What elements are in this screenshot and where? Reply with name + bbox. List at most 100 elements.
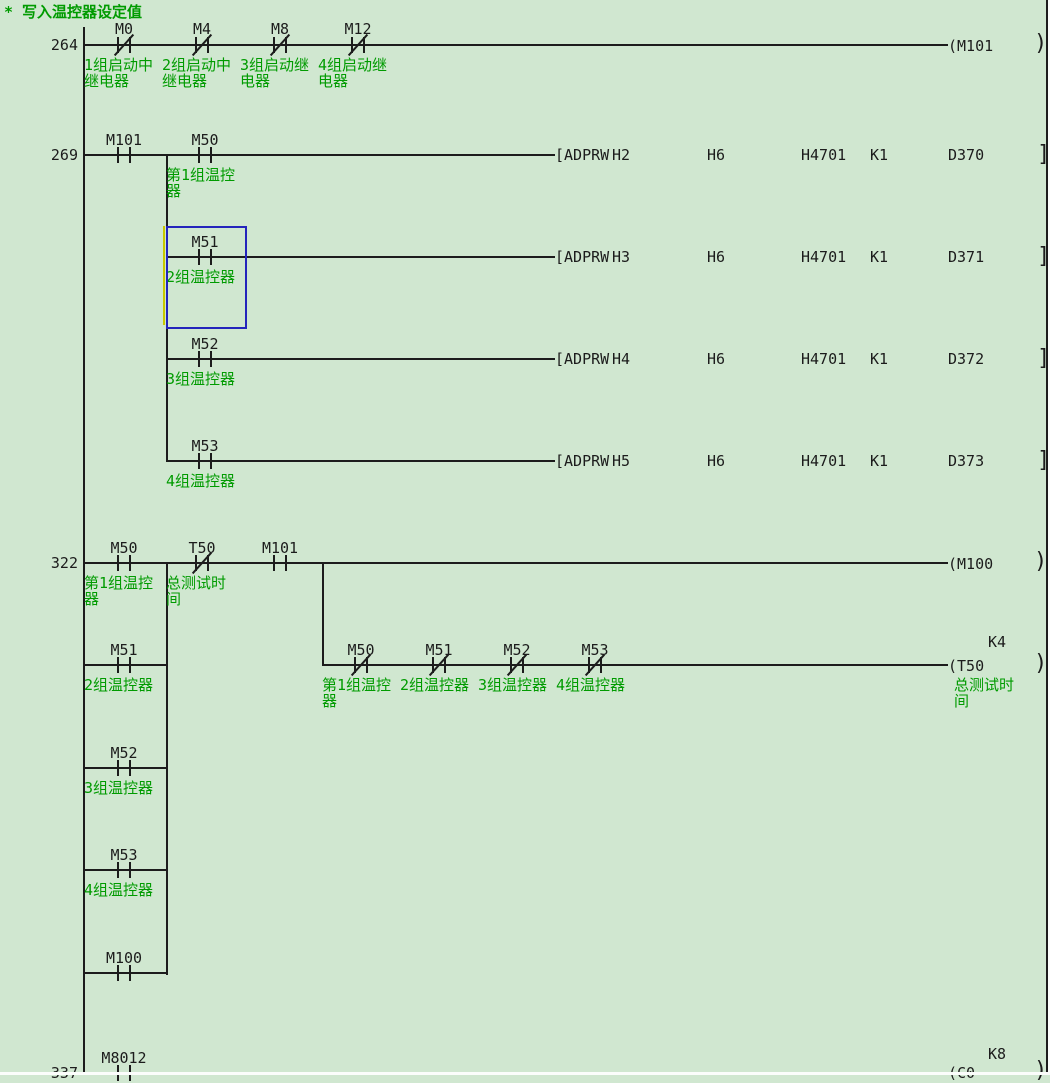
instruction-operand[interactable]: H3 <box>612 248 631 266</box>
coil-close-paren: ) <box>1034 31 1048 56</box>
contact-M100-no[interactable] <box>111 965 137 981</box>
device-comment: 2组启动中继电器 <box>162 56 232 90</box>
contact-M0-nc[interactable] <box>111 33 137 57</box>
step-number: 264 <box>50 36 78 54</box>
instruction-operand[interactable]: H4701 <box>801 350 847 368</box>
contact-M51-nc[interactable] <box>426 653 452 677</box>
contact-bar <box>207 37 209 53</box>
device-comment: 3组温控器 <box>84 779 154 797</box>
step-number: 322 <box>50 554 78 572</box>
contact-bar <box>210 351 212 367</box>
contact-M52-nc[interactable] <box>504 653 530 677</box>
contact-M53-no[interactable] <box>111 862 137 878</box>
instruction-operand[interactable]: D370 <box>948 146 985 164</box>
contact-T50-nc[interactable] <box>189 551 215 575</box>
device-comment: 第1组温控器 <box>166 166 236 200</box>
device-label: M4 <box>192 20 212 38</box>
instruction-operand[interactable]: K1 <box>870 452 889 470</box>
device-label: M53 <box>191 437 219 455</box>
instruction-operand[interactable]: D372 <box>948 350 985 368</box>
contact-M53-no[interactable] <box>192 453 218 469</box>
coil-M100[interactable]: (M100 <box>948 555 994 573</box>
coil-M101[interactable]: (M101 <box>948 37 994 55</box>
contact-M52-no[interactable] <box>192 351 218 367</box>
contact-bar <box>366 657 368 673</box>
coil-close-paren: ) <box>1034 549 1048 574</box>
branch-wire <box>166 460 555 462</box>
contact-M101-no[interactable] <box>267 555 293 571</box>
contact-M53-nc[interactable] <box>582 653 608 677</box>
right-power-rail <box>1046 0 1048 1075</box>
instruction-operand[interactable]: H4 <box>612 350 631 368</box>
contact-M51-no[interactable] <box>192 249 218 265</box>
instruction-operand[interactable]: D373 <box>948 452 985 470</box>
rung-wire <box>85 44 948 46</box>
contact-bar <box>600 657 602 673</box>
device-comment: 3组启动继电器 <box>240 56 310 90</box>
instruction-adprw[interactable]: [ADPRW <box>555 146 610 164</box>
contact-M50-no[interactable] <box>111 555 137 571</box>
contact-bar <box>129 555 131 571</box>
instruction-operand[interactable]: H6 <box>707 350 726 368</box>
contact-bar <box>354 657 356 673</box>
device-label: M53 <box>110 846 138 864</box>
instruction-operand[interactable]: K1 <box>870 350 889 368</box>
device-comment: 2组温控器 <box>400 676 470 694</box>
timer-branch-vertical-wire <box>322 562 324 666</box>
contact-bar <box>198 453 200 469</box>
contact-bar <box>129 965 131 981</box>
device-comment: 4组温控器 <box>556 676 626 694</box>
device-label: M101 <box>261 539 299 557</box>
contact-bar <box>129 657 131 673</box>
device-comment: 4组温控器 <box>84 881 154 899</box>
contact-M50-nc[interactable] <box>348 653 374 677</box>
instruction-operand[interactable]: H6 <box>707 452 726 470</box>
contact-bar <box>117 37 119 53</box>
instruction-operand[interactable]: K1 <box>870 146 889 164</box>
coil-T50[interactable]: (T50 <box>948 657 985 675</box>
instruction-operand[interactable]: H4701 <box>801 146 847 164</box>
contact-M8-nc[interactable] <box>267 33 293 57</box>
contact-bar <box>285 555 287 571</box>
parallel-row-wire <box>85 767 168 769</box>
branch-wire <box>166 256 555 258</box>
instruction-adprw[interactable]: [ADPRW <box>555 248 610 266</box>
contact-bar <box>117 862 119 878</box>
contact-bar <box>522 657 524 673</box>
device-comment: 第1组温控器 <box>84 574 154 608</box>
contact-M51-no[interactable] <box>111 657 137 673</box>
contact-bar <box>198 351 200 367</box>
device-comment: 3组温控器 <box>166 370 236 388</box>
contact-bar <box>351 37 353 53</box>
instruction-operand[interactable]: H6 <box>707 146 726 164</box>
contact-M12-nc[interactable] <box>345 33 371 57</box>
instruction-operand[interactable]: H2 <box>612 146 631 164</box>
timer-preset-K4: K4 <box>988 633 1007 651</box>
instruction-operand[interactable]: H5 <box>612 452 631 470</box>
instruction-operand[interactable]: K1 <box>870 248 889 266</box>
contact-bar <box>195 37 197 53</box>
coil-close-paren: ) <box>1034 1058 1048 1083</box>
right-edge-strip <box>1048 0 1050 1075</box>
step-number: 269 <box>50 146 78 164</box>
device-label: M101 <box>105 131 143 149</box>
contact-M101-no[interactable] <box>111 147 137 163</box>
device-comment: 4组启动继电器 <box>318 56 388 90</box>
contact-bar <box>444 657 446 673</box>
instruction-operand[interactable]: H4701 <box>801 248 847 266</box>
device-label: M52 <box>503 641 531 659</box>
contact-M52-no[interactable] <box>111 760 137 776</box>
device-label: M50 <box>347 641 375 659</box>
contact-bar <box>285 37 287 53</box>
contact-M4-nc[interactable] <box>189 33 215 57</box>
instruction-operand[interactable]: H4701 <box>801 452 847 470</box>
instruction-operand[interactable]: H6 <box>707 248 726 266</box>
contact-bar <box>117 555 119 571</box>
instruction-adprw[interactable]: [ADPRW <box>555 350 610 368</box>
contact-bar <box>363 37 365 53</box>
instruction-operand[interactable]: D371 <box>948 248 985 266</box>
contact-M50-no[interactable] <box>192 147 218 163</box>
instruction-close-bracket: ] <box>1037 244 1050 269</box>
device-comment: 总测试时间 <box>954 676 1015 710</box>
instruction-adprw[interactable]: [ADPRW <box>555 452 610 470</box>
